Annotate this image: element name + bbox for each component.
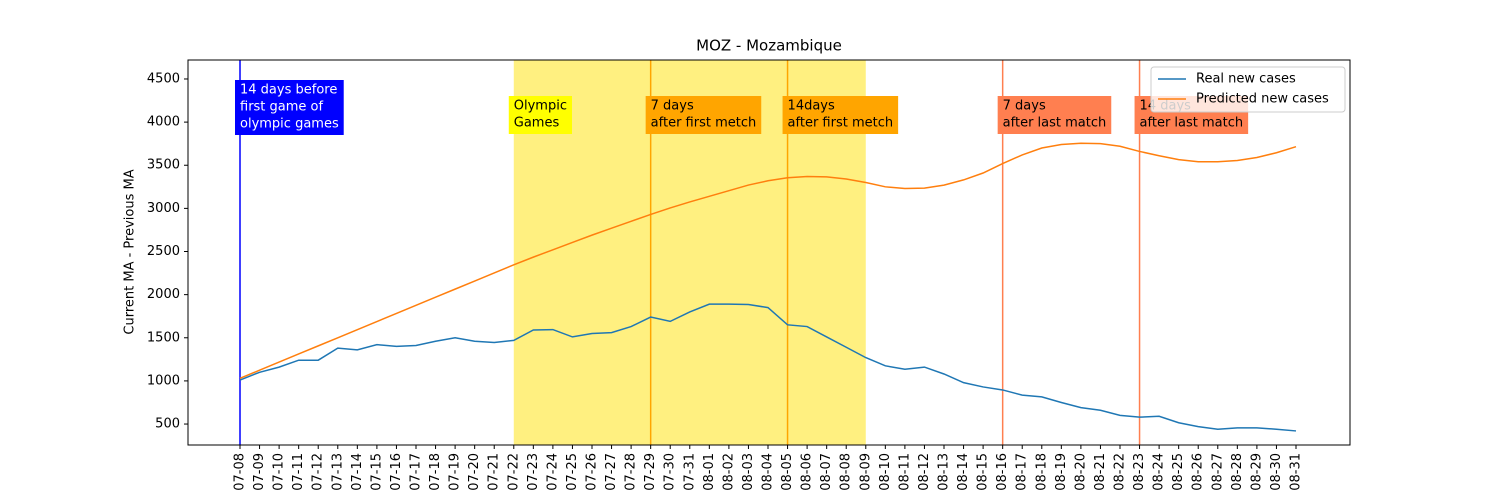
- x-tick-label: 07-23: [526, 453, 541, 491]
- series-line: [239, 303, 1297, 432]
- x-tick-label: 08-24: [1152, 453, 1167, 491]
- x-tick-label: 08-19: [1054, 453, 1069, 491]
- annotation-label: 14days after first metch: [782, 96, 899, 134]
- annotation-label: 7 days after last match: [997, 96, 1112, 134]
- annotation-text: 7 days: [1003, 99, 1046, 114]
- x-tick-label: 08-29: [1249, 453, 1264, 491]
- x-tick-label: 08-04: [761, 453, 776, 491]
- x-tick-label: 08-18: [1034, 453, 1049, 491]
- legend-box: [1150, 66, 1346, 113]
- annotation-text: 14days: [788, 99, 835, 114]
- x-tick-label: 08-10: [878, 453, 893, 491]
- annotation-box: [508, 96, 572, 134]
- annotation-text: 14 days before: [240, 83, 337, 98]
- x-tick-label: 07-30: [663, 453, 678, 491]
- annotation-text: after last match: [1140, 116, 1244, 131]
- x-tick-label: 08-08: [839, 453, 854, 491]
- y-axis-label: Current MA - Previous MA: [123, 169, 138, 334]
- x-tick-label: 07-15: [369, 453, 384, 491]
- x-tick-label: 07-31: [682, 453, 697, 491]
- y-tick-label: 500: [155, 417, 180, 432]
- x-tick-label: 08-25: [1171, 453, 1186, 491]
- y-tick-label: 3000: [147, 201, 180, 216]
- x-tick-label: 07-18: [428, 453, 443, 491]
- x-tick-label: 08-12: [917, 453, 932, 491]
- x-tick-label: 07-14: [350, 453, 365, 491]
- legend-label: Predicted new cases: [1196, 92, 1329, 107]
- x-tick-label: 08-17: [1015, 453, 1030, 491]
- annotation-label: 7 days after first metch: [645, 96, 762, 134]
- series-line: [239, 142, 1297, 380]
- annotation-box: [782, 96, 899, 134]
- x-tick-label: 08-09: [858, 453, 873, 491]
- x-tick-label: 07-17: [409, 453, 424, 491]
- x-tick-label: 08-27: [1210, 453, 1225, 491]
- x-tick-label: 08-23: [1132, 453, 1147, 491]
- x-tick-label: 08-03: [741, 453, 756, 491]
- y-tick-label: 2500: [147, 244, 180, 259]
- x-tick-label: 07-22: [506, 453, 521, 491]
- x-tick-label: 08-05: [780, 453, 795, 491]
- x-tick-label: 08-02: [721, 453, 736, 491]
- annotation-text: after first metch: [788, 116, 894, 131]
- x-tick-label: 07-24: [545, 453, 560, 491]
- legend-label: Real new cases: [1196, 72, 1296, 87]
- x-tick-label: 08-22: [1113, 453, 1128, 491]
- x-tick-label: 07-13: [330, 453, 345, 491]
- x-tick-label: 08-15: [976, 453, 991, 491]
- legend: Real new cases Predicted new cases: [1150, 66, 1346, 113]
- x-tick-label: 08-21: [1093, 453, 1108, 491]
- y-tick-label: 4500: [147, 71, 180, 86]
- y-tick-label: 1500: [147, 330, 180, 345]
- annotation-label: Olympic Games: [508, 96, 572, 134]
- annotation-text: first game of: [240, 100, 324, 115]
- x-tick-label: 08-31: [1289, 453, 1304, 491]
- x-tick-label: 07-28: [624, 453, 639, 491]
- x-tick-label: 07-10: [272, 453, 287, 491]
- y-tick-label: 2000: [147, 287, 180, 302]
- x-tick-label: 07-08: [233, 453, 248, 491]
- x-tick-label: 07-21: [487, 453, 502, 491]
- x-tick-label: 07-25: [565, 453, 580, 491]
- y-tick-label: 4000: [147, 115, 180, 130]
- y-tick-label: 3500: [147, 158, 180, 173]
- annotation-text: after last match: [1003, 116, 1107, 131]
- y-tick-label: 1000: [147, 373, 180, 388]
- x-tick-label: 07-12: [311, 453, 326, 491]
- annotation-text: Olympic: [514, 99, 567, 114]
- annotation-box: [997, 96, 1112, 134]
- x-tick-label: 07-29: [643, 453, 658, 491]
- x-tick-label: 08-06: [800, 453, 815, 491]
- annotation-box: [645, 96, 762, 134]
- x-tick-label: 07-20: [467, 453, 482, 491]
- x-tick-label: 07-26: [585, 453, 600, 491]
- x-tick-label: 07-09: [252, 453, 267, 491]
- x-tick-label: 08-20: [1073, 453, 1088, 491]
- x-tick-label: 08-16: [995, 453, 1010, 491]
- annotation-box: [235, 80, 344, 135]
- x-tick-label: 08-26: [1191, 453, 1206, 491]
- x-tick-label: 08-30: [1269, 453, 1284, 491]
- chart-title: MOZ - Mozambique: [696, 37, 842, 55]
- x-tick-label: 08-14: [956, 453, 971, 491]
- x-tick-label: 07-27: [604, 453, 619, 491]
- x-tick-label: 08-13: [937, 453, 952, 491]
- annotation-text: 7 days: [651, 99, 694, 114]
- annotation-text: after first metch: [651, 116, 757, 131]
- x-tick-label: 07-16: [389, 453, 404, 491]
- x-tick-label: 08-01: [702, 453, 717, 491]
- plot-frame: [187, 59, 1351, 446]
- x-tick-label: 08-11: [897, 453, 912, 491]
- annotation-label: 14 days before first game of olympic games: [235, 80, 344, 135]
- annotation-text: olympic games: [240, 117, 339, 132]
- x-tick-label: 07-19: [448, 453, 463, 491]
- x-tick-label: 07-11: [291, 453, 306, 491]
- x-tick-label: 08-28: [1230, 453, 1245, 491]
- x-tick-label: 08-07: [819, 453, 834, 491]
- annotation-text: Games: [514, 116, 560, 131]
